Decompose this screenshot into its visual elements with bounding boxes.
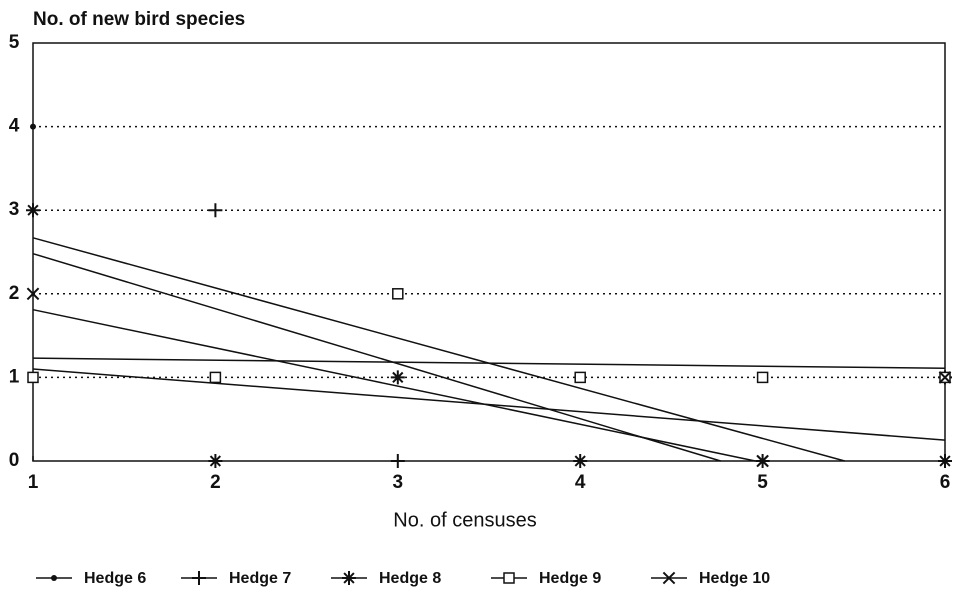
- y-tick-label: 4: [9, 116, 20, 137]
- marker: [938, 371, 952, 384]
- x-axis-label: No. of censuses: [393, 509, 536, 531]
- trend-line: [32, 252, 721, 462]
- y-tick-label: 0: [9, 450, 20, 471]
- marker: [574, 371, 586, 384]
- marker: [390, 454, 405, 468]
- x-tick-label: 2: [210, 472, 221, 493]
- marker: [938, 454, 952, 468]
- marker: [573, 454, 588, 468]
- plot-frame: [32, 42, 946, 462]
- x-tick-label: 6: [940, 472, 951, 493]
- marker: [756, 371, 769, 384]
- legend-label: Hedge 7: [229, 570, 291, 587]
- legend-label: Hedge 10: [699, 570, 770, 587]
- legend-label: Hedge 8: [379, 570, 441, 587]
- marker: [209, 371, 222, 384]
- marker: [27, 371, 39, 384]
- legend-label: Hedge 6: [84, 570, 146, 587]
- legend-marker: [51, 575, 57, 581]
- x-tick-label: 1: [28, 472, 39, 493]
- legend-marker: [662, 571, 676, 585]
- marker: [26, 203, 40, 218]
- marker: [208, 203, 223, 218]
- legend-marker: [342, 571, 356, 585]
- y-axis-label: No. of new bird species: [33, 9, 245, 30]
- marker: [208, 454, 223, 468]
- marker: [392, 288, 404, 300]
- marker: [390, 370, 405, 385]
- trend-line: [32, 308, 756, 462]
- trend-line: [32, 357, 946, 369]
- marker: [26, 287, 40, 301]
- marker: [30, 123, 36, 130]
- legend-marker: [503, 572, 515, 584]
- x-tick-label: 4: [575, 472, 586, 493]
- legend-marker: [192, 571, 206, 585]
- y-tick-label: 5: [9, 32, 20, 53]
- y-tick-label: 1: [9, 366, 20, 387]
- x-tick-label: 3: [393, 472, 404, 493]
- x-tick-label: 5: [757, 472, 768, 493]
- marker: [756, 454, 769, 468]
- y-tick-label: 3: [9, 199, 20, 220]
- trend-line: [32, 368, 946, 441]
- trend-line: [32, 237, 845, 462]
- y-tick-label: 2: [9, 283, 20, 304]
- legend-label: Hedge 9: [539, 570, 601, 587]
